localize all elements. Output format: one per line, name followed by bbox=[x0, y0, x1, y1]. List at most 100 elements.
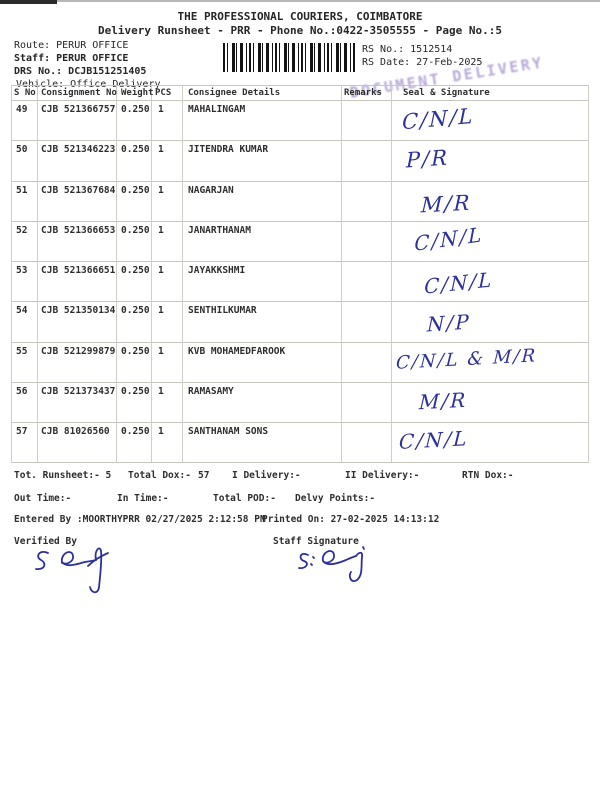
cell-sno: 55 bbox=[16, 346, 28, 357]
col-header-remarks: Remarks bbox=[344, 88, 382, 98]
cell-consignee: JITENDRA KUMAR bbox=[188, 144, 269, 155]
staff-field: Staff: PERUR OFFICE bbox=[14, 53, 129, 64]
in-time: In Time:- bbox=[117, 493, 169, 504]
seal-signature-mark: C/N/L bbox=[401, 103, 475, 135]
drs-no-field: DRS No.: DCJB151251405 bbox=[14, 66, 147, 77]
cell-sno: 52 bbox=[16, 225, 28, 236]
cell-pcs: 1 bbox=[158, 144, 164, 155]
rs-date-field: RS Date: 27-Feb-2025 bbox=[362, 57, 483, 68]
staff-signature bbox=[298, 546, 365, 582]
vehicle-field: Vehicle: Office Delivery bbox=[16, 79, 161, 90]
cell-sno: 57 bbox=[16, 426, 28, 437]
table-line bbox=[11, 140, 588, 141]
cell-pcs: 1 bbox=[158, 305, 164, 316]
company-title: THE PROFESSIONAL COURIERS, COIMBATORE bbox=[177, 10, 423, 23]
table-line bbox=[588, 85, 589, 463]
tot-runsheet: Tot. Runsheet:- 5 bbox=[14, 470, 112, 481]
cell-weight: 0.250 bbox=[121, 225, 150, 236]
cell-consignment: CJB 81026560 bbox=[41, 426, 110, 437]
table-line bbox=[11, 85, 12, 463]
cell-weight: 0.250 bbox=[121, 144, 150, 155]
total-dox-value: 57 bbox=[198, 470, 210, 481]
table-line bbox=[11, 342, 588, 343]
route-field: Route: PERUR OFFICE bbox=[14, 40, 129, 51]
cell-consignee: SENTHILKUMAR bbox=[188, 305, 257, 316]
total-dox-label: Total Dox:- bbox=[128, 470, 191, 481]
cell-sno: 51 bbox=[16, 185, 28, 196]
cell-consignment: CJB 521299879 bbox=[41, 346, 116, 357]
seal-signature-mark: P/R bbox=[406, 145, 449, 173]
i-delivery: I Delivery:- bbox=[232, 470, 301, 481]
seal-signature-mark: C/N/L & M/R bbox=[395, 345, 538, 374]
ii-delivery: II Delivery:- bbox=[345, 470, 420, 481]
table-line bbox=[11, 221, 588, 222]
verified-by-label: Verified By bbox=[14, 536, 77, 547]
cell-weight: 0.250 bbox=[121, 185, 150, 196]
cell-pcs: 1 bbox=[158, 386, 164, 397]
delvy-points: Delvy Points:- bbox=[295, 493, 376, 504]
table-line bbox=[11, 181, 588, 182]
cell-consignment: CJB 521367684 bbox=[41, 185, 116, 196]
cell-pcs: 1 bbox=[158, 104, 164, 115]
table-line bbox=[11, 382, 588, 383]
printed-on: Printed On: 27-02-2025 14:13:12 bbox=[262, 514, 440, 525]
col-header-consignment: Consignment No bbox=[41, 88, 117, 98]
table-line bbox=[391, 85, 392, 463]
cell-weight: 0.250 bbox=[121, 305, 150, 316]
cell-consignee: SANTHANAM SONS bbox=[188, 426, 269, 437]
seal-signature-mark: C/N/L bbox=[414, 222, 484, 256]
cell-weight: 0.250 bbox=[121, 426, 150, 437]
table-line bbox=[182, 85, 183, 463]
cell-pcs: 1 bbox=[158, 225, 164, 236]
col-header-consignee: Consignee Details bbox=[188, 88, 281, 98]
cell-consignment: CJB 521366651 bbox=[41, 265, 116, 276]
col-header-sno: S No bbox=[14, 88, 36, 98]
barcode-icon bbox=[223, 43, 355, 72]
cell-weight: 0.250 bbox=[121, 265, 150, 276]
col-header-weight: Weight bbox=[121, 88, 154, 98]
cell-consignee: NAGARJAN bbox=[188, 185, 234, 196]
cell-weight: 0.250 bbox=[121, 386, 150, 397]
cell-consignment: CJB 521350134 bbox=[41, 305, 116, 316]
cell-consignment: CJB 521346223 bbox=[41, 144, 116, 155]
total-pod: Total POD:- bbox=[213, 493, 276, 504]
cell-weight: 0.250 bbox=[121, 346, 150, 357]
cell-weight: 0.250 bbox=[121, 104, 150, 115]
table-line bbox=[151, 85, 152, 463]
table-line bbox=[37, 85, 38, 463]
scan-edge-line bbox=[0, 0, 600, 2]
cell-consignment: CJB 521366757 bbox=[41, 104, 116, 115]
seal-signature-mark: M/R bbox=[418, 387, 468, 415]
cell-sno: 56 bbox=[16, 386, 28, 397]
table-line bbox=[116, 85, 117, 463]
cell-consignee: RAMASAMY bbox=[188, 386, 234, 397]
cell-sno: 54 bbox=[16, 305, 28, 316]
cell-pcs: 1 bbox=[158, 426, 164, 437]
table-line bbox=[11, 301, 588, 302]
seal-signature-mark: M/R bbox=[420, 190, 472, 218]
out-time: Out Time:- bbox=[14, 493, 72, 504]
cell-consignment: CJB 521366653 bbox=[41, 225, 116, 236]
cell-pcs: 1 bbox=[158, 185, 164, 196]
scan-edge-smudge bbox=[0, 0, 57, 4]
cell-consignee: KVB MOHAMEDFAROOK bbox=[188, 346, 286, 357]
table-line bbox=[11, 462, 588, 463]
rs-no-field: RS No.: 1512514 bbox=[362, 44, 453, 55]
seal-signature-mark: N/P bbox=[426, 309, 471, 337]
table-line bbox=[11, 100, 588, 101]
table-line bbox=[11, 422, 588, 423]
table-line bbox=[11, 261, 588, 262]
table-line bbox=[11, 85, 588, 86]
cell-sno: 50 bbox=[16, 144, 28, 155]
cell-sno: 53 bbox=[16, 265, 28, 276]
table-line bbox=[341, 85, 342, 463]
cell-sno: 49 bbox=[16, 104, 28, 115]
rtn-dox: RTN Dox:- bbox=[462, 470, 514, 481]
cell-pcs: 1 bbox=[158, 265, 164, 276]
staff-signature-label: Staff Signature bbox=[273, 536, 359, 547]
col-header-seal: Seal & Signature bbox=[403, 88, 490, 98]
col-header-pcs: PCS bbox=[155, 88, 172, 98]
runsheet-title: Delivery Runsheet - PRR - Phone No.:0422… bbox=[98, 24, 502, 37]
seal-signature-mark: C/N/L bbox=[398, 426, 470, 454]
